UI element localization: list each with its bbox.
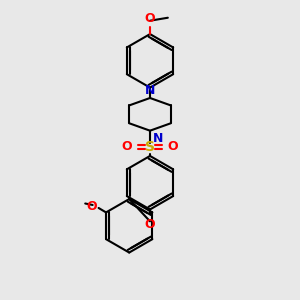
Text: O: O <box>168 140 178 153</box>
Text: O: O <box>145 218 155 231</box>
Text: N: N <box>145 83 155 97</box>
Text: S: S <box>145 140 155 154</box>
Text: O: O <box>122 140 132 153</box>
Text: N: N <box>152 132 163 145</box>
Text: O: O <box>86 200 97 213</box>
Text: O: O <box>145 12 155 25</box>
